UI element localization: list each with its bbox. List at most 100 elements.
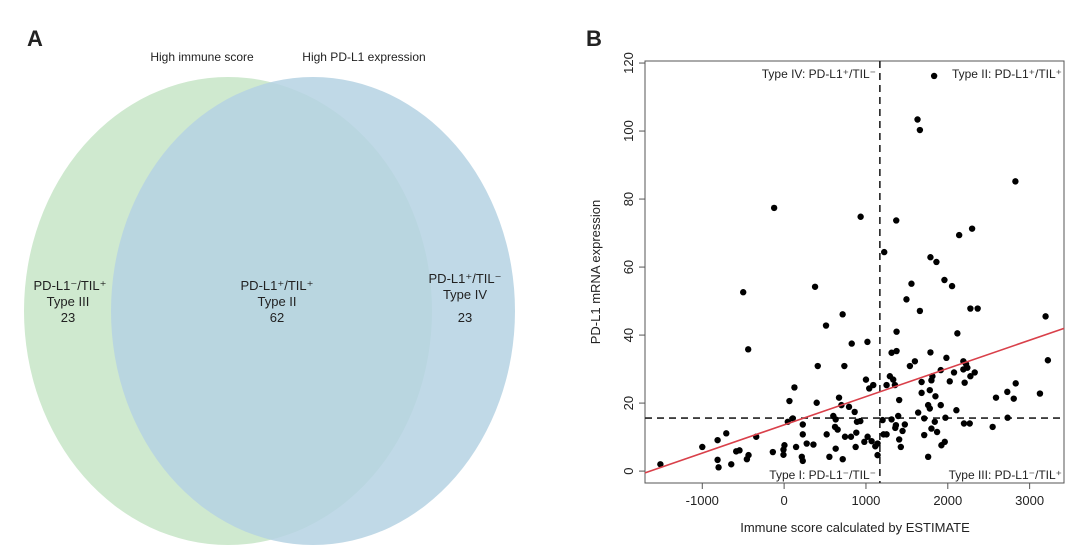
venn-region-left-type: Type III [47,294,90,309]
data-point [841,362,848,370]
data-point [814,362,821,370]
data-point [847,433,855,440]
data-point [933,428,941,436]
regression-line [644,327,1065,474]
data-point [769,448,777,456]
data-point [960,366,967,373]
data-points [657,72,1052,471]
y-tick-label: 40 [621,328,636,342]
x-axis: -1000 0 1000 2000 3000 [686,482,1044,508]
data-point [657,461,664,468]
data-point [1044,357,1052,364]
y-tick-label: 20 [621,396,636,410]
data-point [874,451,881,459]
data-point [792,443,800,451]
data-point [810,441,817,448]
data-point [906,362,914,370]
plot-frame [644,60,1065,484]
data-point [941,276,948,284]
data-point [928,425,935,432]
data-point [1036,390,1044,397]
x-tick-label: 0 [781,493,788,508]
data-point [834,426,841,433]
data-point [971,369,978,376]
y-tick-label: 60 [621,260,636,274]
data-point [928,377,935,384]
data-point [931,418,938,425]
data-point [870,381,877,389]
scatter-plot: -1000 0 1000 2000 3000 0 20 40 60 80 100 120 Type … [588,52,1065,535]
data-point [921,431,928,439]
data-point [918,389,925,397]
data-point [799,421,806,428]
data-point [786,397,793,405]
data-point [901,421,909,428]
venn-region-right-count: 23 [458,310,472,325]
y-tick-label: 80 [621,192,636,206]
data-point [841,433,849,440]
data-point [715,464,722,471]
data-point [903,296,910,303]
data-point [967,305,974,312]
data-point [728,461,735,468]
data-point [699,443,706,451]
quadrant-label-type-i: Type I: PD-L1⁻/TIL⁻ [769,468,876,482]
venn-region-center-type: Type II [257,294,296,309]
data-point [893,217,900,224]
data-point [714,436,721,444]
data-point [845,403,853,411]
venn-region-right-label: PD-L1⁺/TIL⁻ [429,271,502,286]
x-axis-title: Immune score calculated by ESTIMATE [740,520,970,535]
data-point [780,451,787,458]
venn-set-label-b: High PD-L1 expression [302,50,425,64]
data-point [960,420,968,427]
x-tick-label: 3000 [1015,493,1044,508]
data-point [1004,388,1011,396]
data-point [914,116,921,123]
data-point [744,346,752,353]
data-point [835,394,843,401]
data-point [914,409,922,416]
data-point [908,280,915,287]
data-point [942,414,949,421]
data-point [890,376,897,383]
data-point [879,416,886,424]
data-point [1012,178,1019,185]
data-point [883,381,890,389]
data-point [895,412,902,420]
data-point [789,415,796,422]
data-point [916,307,924,315]
y-axis: 0 20 40 60 80 100 120 [621,52,645,475]
data-point [791,384,798,391]
data-point [946,378,953,385]
y-tick-label: 120 [621,52,636,74]
data-point [927,349,934,356]
data-point [1004,414,1011,421]
data-point [992,394,1000,401]
data-point [881,248,888,256]
data-point [736,447,743,454]
data-point [895,436,903,443]
data-point [893,328,900,335]
data-point [723,430,730,437]
data-point [961,379,968,386]
y-tick-label: 0 [621,467,636,474]
quadrant-label-type-ii: Type II: PD-L1⁺/TIL⁺ [952,67,1062,81]
data-point [921,415,928,422]
data-point [893,347,900,355]
data-point [839,455,846,463]
data-point [918,378,925,386]
data-point [743,455,751,463]
data-point [926,386,933,394]
data-point [932,393,939,400]
data-point [832,445,839,452]
data-point [780,446,787,453]
venn-region-left-count: 23 [61,310,75,325]
data-point [880,431,887,438]
venn-region-right-type: Type IV [443,287,487,302]
data-point [933,258,940,266]
data-point [916,126,924,134]
data-point [770,204,778,212]
data-point [897,443,905,451]
